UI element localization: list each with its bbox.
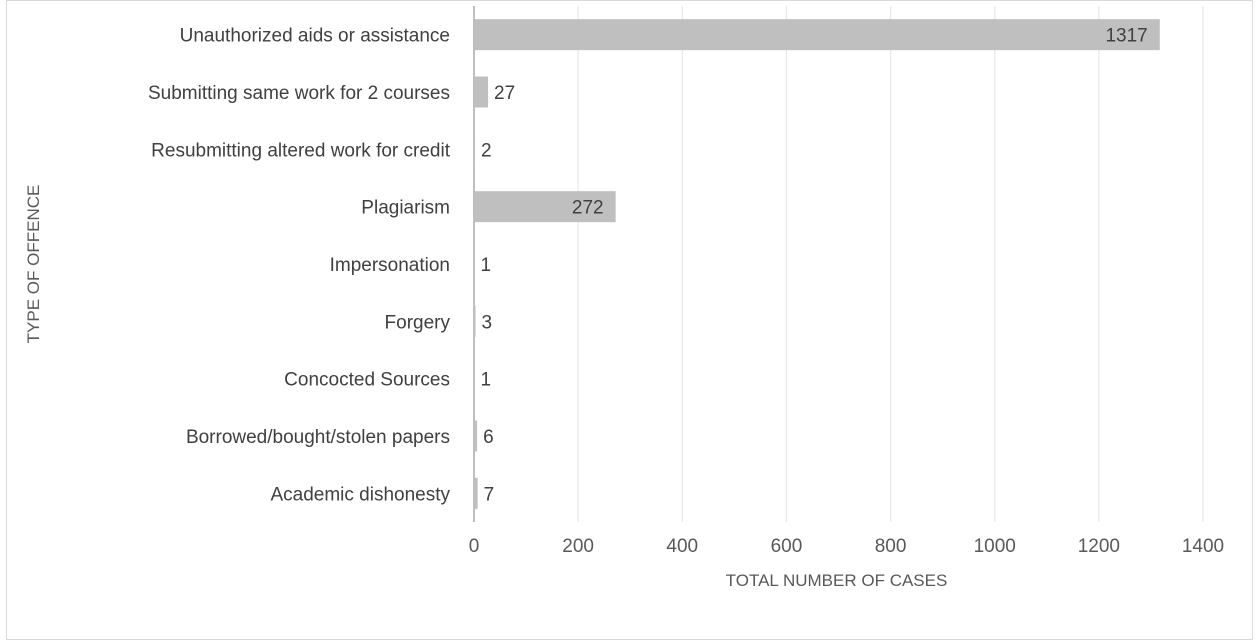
x-tick-label: 800 [875,536,907,557]
x-tick-label: 400 [666,536,698,557]
chart-frame [6,0,1253,640]
category-label: Academic dishonesty [270,484,450,505]
x-axis-title: TOTAL NUMBER OF CASES [726,571,948,590]
bar [474,19,1160,51]
category-label: Forgery [385,312,451,333]
data-label: 7 [484,484,495,505]
x-tick-label: 200 [562,536,594,557]
data-label: 1 [481,370,492,391]
category-label: Unauthorized aids or assistance [180,26,450,47]
category-label: Plagiarism [361,198,450,219]
x-tick-label: 1400 [1182,536,1224,557]
x-tick-label: 600 [771,536,803,557]
data-label: 2 [481,140,492,161]
data-label: 272 [572,198,604,219]
x-tick-label: 1200 [1078,536,1120,557]
label-layer: 0 200 400 600 800 1000 1200 1400 Unauthorized ai… [148,26,1224,557]
data-label: 1 [481,255,492,276]
category-label: Borrowed/bought/stolen papers [186,427,450,448]
category-label: Submitting same work for 2 courses [148,83,450,104]
bar [474,76,489,108]
category-label: Impersonation [330,255,450,276]
bar [474,420,478,452]
category-label: Resubmitting altered work for credit [151,140,451,161]
data-label: 6 [483,427,494,448]
data-label: 1317 [1105,26,1147,47]
bar [474,191,616,223]
grid-layer [577,6,1204,522]
bar-layer [474,19,1160,509]
category-label: Concocted Sources [284,370,450,391]
bar [474,477,478,509]
x-tick-label: 1000 [974,536,1016,557]
data-label: 27 [494,83,515,104]
y-axis-title: TYPE OF OFFENCE [24,185,43,344]
offence-bar-chart: 0 200 400 600 800 1000 1200 1400 Unauthorized ai… [24,6,1224,590]
data-label: 3 [482,312,493,333]
x-tick-label: 0 [469,536,480,557]
